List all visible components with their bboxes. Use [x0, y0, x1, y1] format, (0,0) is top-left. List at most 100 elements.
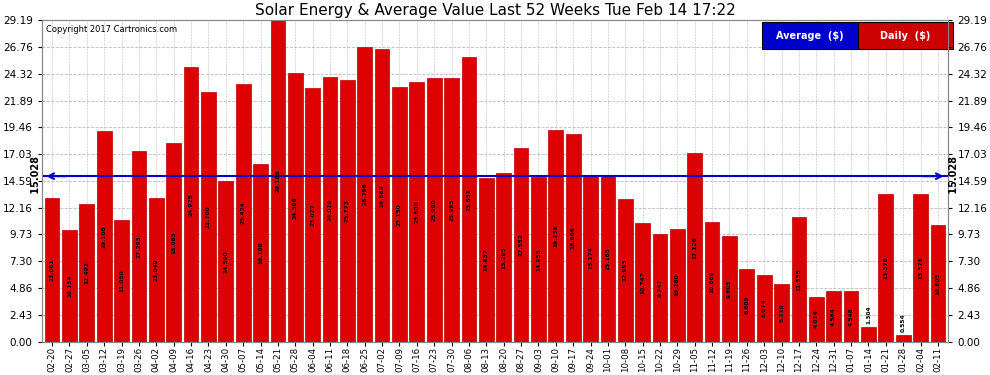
- Text: 12.492: 12.492: [84, 261, 89, 284]
- Bar: [652, 234, 667, 342]
- Text: 11.050: 11.050: [119, 269, 124, 292]
- Bar: [392, 87, 407, 342]
- Text: 9.605: 9.605: [727, 279, 732, 298]
- Bar: [201, 92, 216, 342]
- Text: 15.028: 15.028: [31, 156, 41, 196]
- Text: 19.108: 19.108: [102, 225, 107, 248]
- Text: 24.396: 24.396: [293, 196, 298, 219]
- Bar: [270, 20, 285, 342]
- Bar: [618, 199, 633, 342]
- Bar: [114, 220, 129, 342]
- Text: 4.074: 4.074: [814, 310, 819, 328]
- Bar: [809, 297, 824, 342]
- Text: 9.747: 9.747: [657, 279, 662, 297]
- Bar: [548, 130, 563, 342]
- Text: 10.154: 10.154: [67, 274, 72, 297]
- Bar: [323, 77, 338, 342]
- Text: 4.548: 4.548: [848, 307, 853, 326]
- Bar: [931, 225, 945, 342]
- Bar: [740, 269, 754, 342]
- Bar: [79, 204, 94, 342]
- Text: Copyright 2017 Cartronics.com: Copyright 2017 Cartronics.com: [47, 25, 177, 34]
- Text: 26.796: 26.796: [362, 183, 367, 206]
- Bar: [340, 80, 354, 342]
- Bar: [253, 164, 268, 342]
- Bar: [687, 153, 702, 342]
- Text: 19.236: 19.236: [553, 224, 558, 247]
- Bar: [774, 284, 789, 342]
- Text: 6.609: 6.609: [744, 296, 749, 314]
- Text: 23.150: 23.150: [397, 203, 402, 225]
- Text: 29.188: 29.188: [275, 170, 280, 192]
- Text: 15.174: 15.174: [588, 247, 593, 270]
- Text: 15.028: 15.028: [949, 156, 959, 196]
- Bar: [496, 173, 511, 342]
- Text: 23.985: 23.985: [449, 198, 454, 221]
- Text: 12.993: 12.993: [623, 259, 628, 281]
- Text: 1.304: 1.304: [866, 305, 871, 324]
- Bar: [583, 175, 598, 342]
- Text: 10.260: 10.260: [675, 274, 680, 296]
- Text: 5.210: 5.210: [779, 304, 784, 322]
- Text: 11.335: 11.335: [796, 268, 802, 291]
- Bar: [722, 236, 737, 342]
- Bar: [601, 175, 615, 342]
- Bar: [479, 178, 494, 342]
- Text: 13.376: 13.376: [918, 256, 923, 279]
- Text: 13.376: 13.376: [883, 256, 888, 279]
- Bar: [636, 223, 650, 342]
- Text: 23.773: 23.773: [345, 199, 349, 222]
- Text: 6.074: 6.074: [761, 299, 766, 317]
- Bar: [827, 291, 842, 342]
- Bar: [531, 177, 545, 342]
- Bar: [97, 131, 112, 342]
- Text: 16.108: 16.108: [258, 242, 263, 264]
- Bar: [913, 194, 928, 342]
- Text: 23.424: 23.424: [241, 201, 246, 224]
- Bar: [878, 194, 893, 342]
- Bar: [445, 78, 459, 342]
- Text: 10.747: 10.747: [641, 271, 645, 294]
- Text: 17.126: 17.126: [692, 236, 697, 259]
- Text: 25.831: 25.831: [466, 188, 471, 211]
- Bar: [670, 229, 685, 342]
- FancyBboxPatch shape: [762, 22, 857, 49]
- Text: 15.163: 15.163: [606, 247, 611, 270]
- Text: 24.019: 24.019: [328, 198, 333, 221]
- Bar: [861, 327, 876, 342]
- Bar: [843, 291, 858, 342]
- Bar: [410, 82, 425, 342]
- Bar: [514, 148, 529, 342]
- Text: 17.293: 17.293: [137, 235, 142, 258]
- Bar: [62, 230, 77, 342]
- Text: 4.564: 4.564: [832, 307, 837, 326]
- Text: 14.837: 14.837: [484, 249, 489, 272]
- Text: 18.065: 18.065: [171, 231, 176, 254]
- Bar: [288, 73, 303, 342]
- Text: 18.866: 18.866: [570, 226, 575, 249]
- Bar: [705, 222, 720, 342]
- Text: 23.600: 23.600: [415, 200, 420, 223]
- Text: 10.605: 10.605: [936, 272, 940, 294]
- Text: 26.569: 26.569: [379, 184, 384, 207]
- Bar: [896, 336, 911, 342]
- Bar: [148, 198, 163, 342]
- Text: 24.925: 24.925: [188, 193, 194, 216]
- Text: 22.700: 22.700: [206, 206, 211, 228]
- Title: Solar Energy & Average Value Last 52 Weeks Tue Feb 14 17:22: Solar Energy & Average Value Last 52 Wee…: [254, 3, 736, 18]
- Bar: [166, 143, 181, 342]
- Bar: [45, 198, 59, 342]
- Bar: [756, 275, 771, 342]
- Bar: [184, 67, 198, 342]
- Bar: [357, 46, 372, 342]
- Text: Daily  ($): Daily ($): [880, 31, 931, 40]
- Bar: [375, 49, 389, 342]
- Text: 10.869: 10.869: [710, 270, 715, 293]
- Bar: [305, 88, 320, 342]
- FancyBboxPatch shape: [857, 22, 952, 49]
- Text: 23.980: 23.980: [432, 198, 437, 221]
- Text: Average  ($): Average ($): [776, 31, 843, 40]
- Text: 0.554: 0.554: [901, 314, 906, 332]
- Text: 17.552: 17.552: [519, 234, 524, 256]
- Text: 14.590: 14.590: [224, 250, 229, 273]
